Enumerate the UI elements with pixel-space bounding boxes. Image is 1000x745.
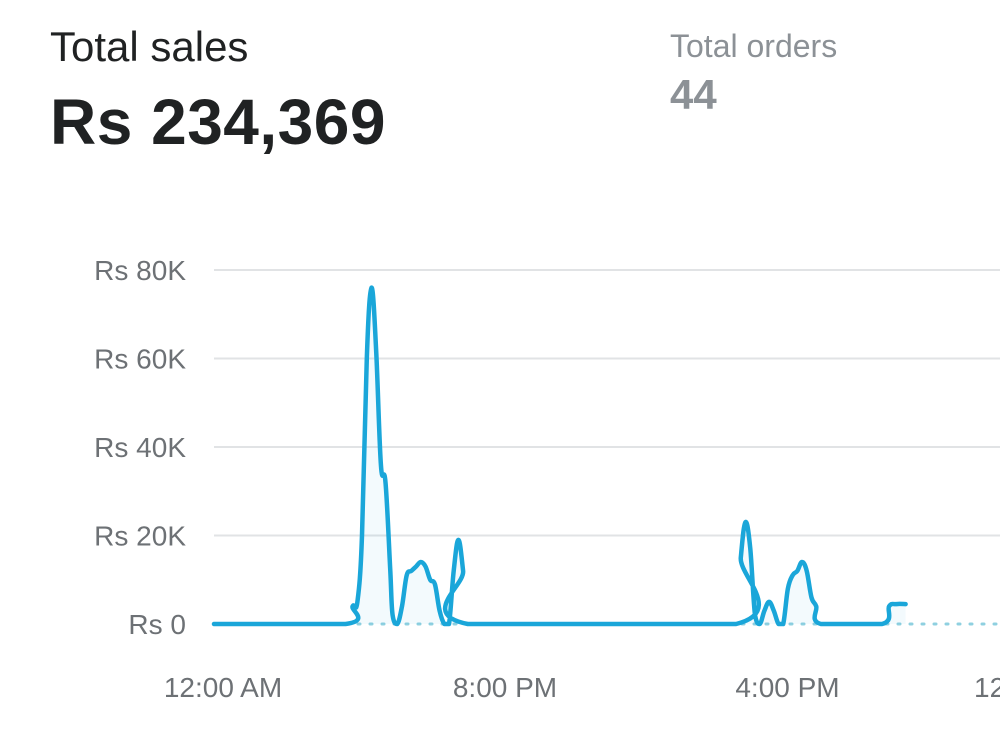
chart-series — [211, 285, 1000, 627]
x-axis-ticks: 12:00 AM 8:00 PM 4:00 PM 12 — [164, 672, 1000, 703]
chart-gridlines — [214, 269, 1000, 537]
primary-series-area — [214, 287, 906, 624]
total-orders-metric[interactable]: Total orders 44 — [670, 30, 837, 116]
x-tick-label: 12 — [974, 672, 1000, 703]
y-tick-label: Rs 20K — [94, 521, 186, 552]
total-sales-label: Total sales — [50, 23, 249, 70]
primary-series-line — [211, 285, 908, 627]
y-tick-label: Rs 40K — [94, 432, 186, 463]
x-tick-label: 12:00 AM — [164, 672, 282, 703]
total-orders-value: 44 — [670, 71, 717, 118]
y-tick-label: Rs 80K — [94, 255, 186, 286]
x-tick-label: 8:00 PM — [453, 672, 557, 703]
y-axis-ticks: Rs 0 Rs 20K Rs 40K Rs 60K Rs 80K — [94, 255, 186, 640]
x-tick-label: 4:00 PM — [735, 672, 839, 703]
y-tick-label: Rs 0 — [128, 609, 186, 640]
total-sales-value: Rs 234,369 — [50, 86, 386, 158]
total-orders-label: Total orders — [670, 28, 838, 64]
total-sales-metric: Total sales Rs 234,369 — [50, 23, 386, 158]
y-tick-label: Rs 60K — [94, 344, 186, 375]
